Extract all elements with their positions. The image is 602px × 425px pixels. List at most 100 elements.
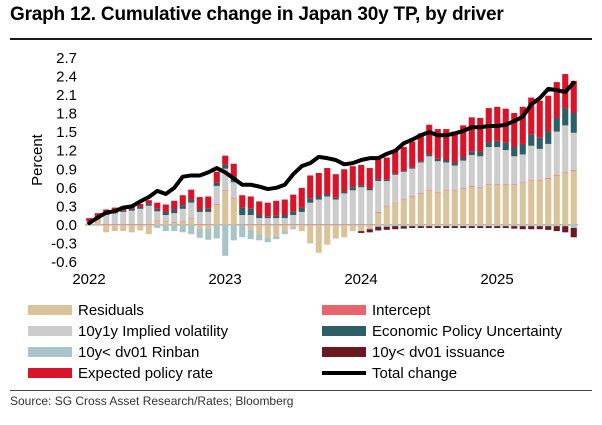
- bar-segment: [171, 224, 178, 232]
- bar-segment: [179, 208, 186, 222]
- y-tick-label: -0.6: [51, 254, 77, 271]
- bar-segment: [230, 197, 237, 199]
- bar-segment: [264, 224, 271, 238]
- bar-segment: [375, 212, 382, 225]
- bar-segment: [494, 184, 501, 185]
- bar-segment: [570, 132, 577, 170]
- title-divider: [10, 38, 592, 40]
- bar-segment: [392, 226, 399, 230]
- bar-segment: [230, 182, 237, 198]
- bar-segment: [154, 221, 161, 225]
- bar-segment: [434, 192, 441, 225]
- y-axis-label: Percent: [29, 133, 46, 186]
- bar-segment: [341, 169, 348, 192]
- bar-segment: [434, 129, 441, 159]
- bar-segment: [196, 197, 203, 210]
- bar-segment: [205, 208, 212, 212]
- bar-segment: [205, 224, 212, 225]
- bar-segment: [562, 172, 569, 225]
- bar-segment: [460, 224, 467, 227]
- bar-segment: [154, 220, 161, 222]
- bar-segment: [536, 148, 543, 180]
- bar-segment: [281, 231, 288, 235]
- bar-segment: [349, 190, 356, 225]
- bar-segment: [400, 199, 407, 201]
- bar-segment: [281, 218, 288, 225]
- bar-segment: [553, 174, 560, 176]
- y-tick-label: 0.6: [56, 180, 77, 197]
- bar-segment: [511, 226, 518, 229]
- bar-segment: [383, 181, 390, 206]
- bar-segment: [290, 224, 297, 228]
- bar-segment: [230, 224, 237, 241]
- bar-segment: [426, 124, 433, 155]
- bar-segment: [366, 168, 373, 189]
- bar-segment: [477, 117, 484, 152]
- bar-segment: [528, 224, 535, 227]
- bar-segment: [137, 224, 144, 225]
- bar-segment: [570, 224, 577, 228]
- bar-segment: [392, 203, 399, 225]
- bar-segment: [519, 224, 526, 227]
- bar-segment: [528, 226, 535, 230]
- bar-segment: [519, 182, 526, 225]
- bar-segment: [358, 224, 365, 232]
- bar-segment: [570, 169, 577, 171]
- bar-segment: [366, 188, 373, 191]
- bar-segment: [247, 224, 254, 230]
- bar-segment: [171, 209, 178, 214]
- bar-segment: [273, 218, 280, 225]
- bar-segment: [239, 224, 246, 225]
- bar-segment: [553, 226, 560, 232]
- bar-segment: [111, 224, 118, 225]
- bar-segment: [324, 224, 331, 245]
- y-tick-label: 0.9: [56, 161, 77, 178]
- legend-item-issuance: 10y< dv01 issuance: [322, 342, 505, 362]
- bar-segment: [460, 157, 467, 161]
- bar-segment: [273, 215, 280, 219]
- bar-segment: [400, 171, 407, 200]
- legend-label: 10y< dv01 issuance: [372, 343, 506, 361]
- legend-item-rinban: 10y< dv01 Rinban: [28, 342, 199, 362]
- bar-segment: [519, 226, 526, 230]
- bar-segment: [485, 184, 492, 225]
- bar-segment: [341, 224, 348, 225]
- bar-segment: [332, 224, 339, 239]
- bar-segment: [502, 184, 509, 185]
- bar-segment: [528, 97, 535, 135]
- bar-segment: [375, 179, 382, 182]
- bar-segment: [460, 226, 467, 228]
- legend-swatch-implied-volatility: [28, 326, 72, 336]
- bar-segment: [468, 151, 475, 156]
- bar-segment: [273, 236, 280, 240]
- bar-segment: [103, 224, 110, 225]
- bar-segment: [375, 224, 382, 227]
- source-note: Source: SG Cross Asset Research/Rates; B…: [10, 394, 294, 408]
- bar-segment: [545, 95, 552, 132]
- bar-segment: [519, 154, 526, 183]
- bar-segment: [545, 226, 552, 230]
- legend-swatch-policy-rate: [28, 368, 72, 378]
- bar-segment: [154, 208, 161, 212]
- bar-segment: [443, 129, 450, 160]
- bar-segment: [477, 187, 484, 188]
- bar-segment: [494, 226, 501, 228]
- bar-segment: [290, 224, 297, 225]
- bar-segment: [375, 181, 382, 212]
- bar-segment: [443, 190, 450, 225]
- bar-segment: [290, 228, 297, 230]
- bar-segment: [298, 187, 305, 208]
- bar-segment: [162, 221, 169, 222]
- bar-segment: [460, 189, 467, 225]
- bar-segment: [460, 188, 467, 190]
- bar-segment: [468, 186, 475, 225]
- bar-segment: [570, 228, 577, 238]
- bar-segment: [128, 210, 135, 225]
- bar-segment: [511, 156, 518, 185]
- bar-segment: [171, 222, 178, 224]
- bar-segment: [281, 224, 288, 232]
- chart-line-group: [87, 80, 576, 226]
- bar-segment: [213, 182, 220, 186]
- chart-plot: 2.7 2.42.1 1.81.5 1.20.9 0.60.3 0.0-0.3 -0.6 Pe…: [29, 50, 578, 288]
- bar-segment: [536, 100, 543, 138]
